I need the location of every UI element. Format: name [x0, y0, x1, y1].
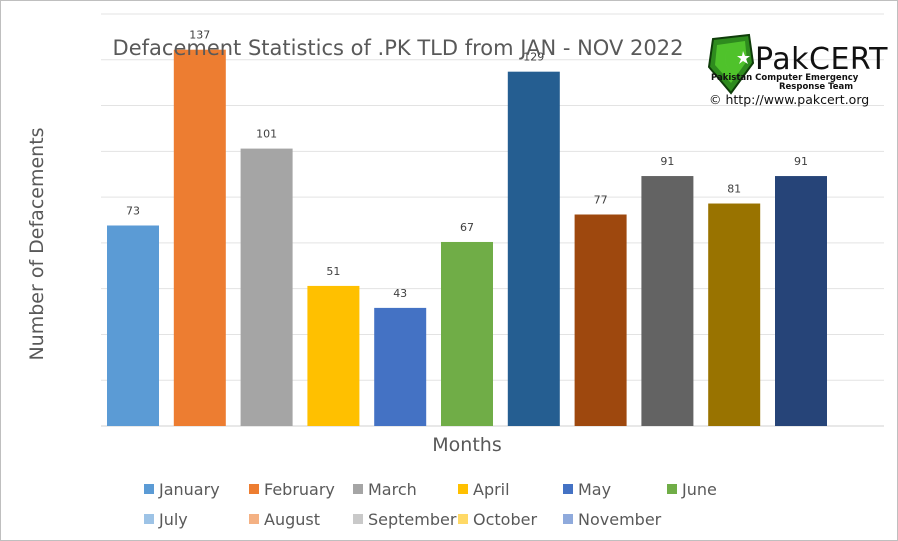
data-label-may: 43	[393, 287, 407, 300]
data-label-june: 67	[460, 221, 474, 234]
legend-swatch-april	[458, 484, 468, 494]
legend-swatch-march	[353, 484, 363, 494]
legend-swatch-may	[563, 484, 573, 494]
data-label-january: 73	[126, 204, 140, 217]
data-label-november: 91	[794, 155, 808, 168]
legend-swatch-september	[353, 514, 363, 524]
logo-name: PakCERT	[755, 42, 888, 77]
legend-label-july: July	[158, 510, 188, 529]
bar-april	[307, 285, 360, 426]
legend-swatch-june	[667, 484, 677, 494]
bar-september	[641, 176, 694, 426]
legend-swatch-october	[458, 514, 468, 524]
legend-label-march: March	[368, 480, 417, 499]
logo-url: © http://www.pakcert.org	[709, 92, 869, 107]
legend-label-september: September	[368, 510, 457, 529]
x-axis-title: Months	[432, 434, 501, 456]
legend-label-february: February	[264, 480, 335, 499]
bar-november	[775, 176, 827, 426]
bar-october	[708, 203, 761, 426]
legend: January February March April May June July Augu…	[144, 480, 717, 529]
data-label-march: 101	[256, 128, 277, 141]
bar-january	[107, 225, 159, 426]
data-label-july: 129	[523, 51, 544, 64]
legend-swatch-january	[144, 484, 154, 494]
legend-label-august: August	[264, 510, 320, 529]
legend-swatch-february	[249, 484, 259, 494]
legend-swatch-august	[249, 514, 259, 524]
data-label-september: 91	[660, 155, 674, 168]
legend-swatch-november	[563, 514, 573, 524]
bar-july	[507, 71, 560, 427]
data-label-august: 77	[594, 194, 608, 207]
legend-swatch-july	[144, 514, 154, 524]
bar-may	[374, 307, 427, 426]
data-label-april: 51	[326, 265, 340, 278]
legend-label-may: May	[578, 480, 611, 499]
legend-label-october: October	[473, 510, 537, 529]
logo-subtitle-line1: Pakistan Computer Emergency	[711, 73, 859, 83]
data-label-october: 81	[727, 183, 741, 196]
bar-june	[441, 241, 493, 426]
pakcert-logo: PakCERT Pakistan Computer Emergency Resp…	[707, 33, 888, 107]
logo-subtitle-line2: Response Team	[779, 82, 853, 92]
data-label-february: 137	[189, 29, 210, 42]
bar-february	[173, 49, 226, 426]
legend-label-april: April	[473, 480, 510, 499]
legend-label-november: November	[578, 510, 662, 529]
legend-label-june: June	[681, 480, 717, 499]
pakcert-emblem-icon	[707, 33, 755, 95]
bars	[107, 49, 827, 427]
bar-august	[574, 214, 627, 426]
y-axis-title: Number of Defacements	[26, 127, 48, 360]
chart-title: Defacement Statistics of .PK TLD from JA…	[113, 36, 684, 60]
bar-march	[240, 148, 293, 426]
legend-label-january: January	[158, 480, 220, 499]
data-labels: 73 137 101 51 43 67 129 77 91 81 91	[126, 29, 808, 300]
